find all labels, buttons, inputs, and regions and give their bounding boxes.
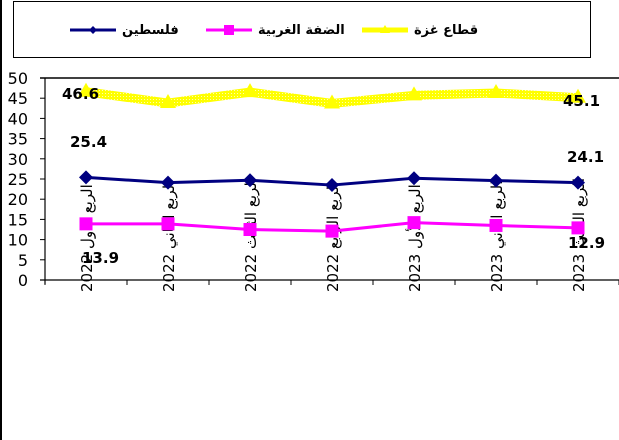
data-label: 12.9 (568, 234, 605, 252)
triangle-marker-icon (406, 86, 422, 101)
triangle-marker-icon (488, 83, 504, 98)
chart-data-labels: 46.6 45.1 25.4 24.1 13.9 12.9 (62, 85, 605, 267)
diamond-marker-icon (407, 171, 421, 186)
x-category-label: الربع الثالث 2023 (570, 178, 588, 292)
square-marker-icon (161, 217, 175, 231)
square-marker-icon (489, 218, 503, 232)
chart-series (78, 82, 586, 238)
diamond-marker-icon (243, 173, 257, 188)
x-category-label: الربع الثاني 2023 (488, 181, 507, 292)
square-marker-icon (79, 217, 93, 231)
triangle-marker-icon (362, 25, 408, 33)
data-label: 46.6 (62, 85, 99, 103)
legend-item-palestine: فلسطين (70, 20, 179, 40)
y-tick-label: 15 (8, 210, 28, 229)
triangle-marker-icon (78, 82, 94, 97)
x-category-label: الربع الأول 2023 (405, 184, 424, 292)
legend-label-palestine: فلسطين (122, 22, 179, 38)
y-tick-label: 50 (8, 69, 28, 88)
diamond-marker-icon (571, 175, 585, 190)
x-category-label: الربع الثاني 2022 (160, 181, 179, 292)
y-tick-label: 0 (18, 271, 28, 290)
y-tick-label: 10 (8, 231, 28, 250)
data-label: 24.1 (567, 148, 604, 166)
data-label: 25.4 (70, 133, 107, 151)
diamond-marker-icon (325, 178, 339, 193)
y-tick-label: 5 (18, 251, 28, 270)
y-tick-label: 40 (8, 109, 28, 128)
diamond-marker-icon (70, 26, 116, 34)
legend-label-west-bank: الضفة الغربية (258, 22, 345, 38)
legend-item-west-bank: الضفة الغربية (206, 20, 345, 40)
data-label: 45.1 (563, 92, 600, 110)
square-marker-icon (243, 223, 257, 236)
y-tick-label: 30 (8, 150, 28, 169)
diamond-marker-icon (489, 173, 503, 188)
y-tick-label: 35 (8, 130, 28, 149)
data-label: 13.9 (82, 249, 119, 267)
y-tick-label: 25 (8, 170, 28, 189)
y-tick-label: 45 (8, 89, 28, 108)
legend-item-gaza: قطاع غزة (362, 20, 478, 40)
square-marker-icon (206, 25, 252, 35)
y-tick-label: 20 (8, 190, 28, 209)
triangle-marker-icon (160, 94, 176, 109)
x-category-label: الربع الاول 2022 (78, 184, 96, 292)
square-marker-icon (325, 224, 339, 238)
triangle-marker-icon (570, 88, 586, 103)
diamond-marker-icon (161, 175, 175, 190)
diamond-marker-icon (79, 170, 93, 185)
triangle-marker-icon (324, 94, 340, 109)
square-marker-icon (571, 221, 585, 235)
chart-legend: فلسطين الضفة الغربية قطاع غزة (13, 1, 591, 58)
square-marker-icon (407, 216, 421, 230)
outer-frame-left-border (0, 0, 2, 440)
triangle-marker-icon (242, 83, 258, 98)
legend-label-gaza: قطاع غزة (414, 22, 479, 38)
